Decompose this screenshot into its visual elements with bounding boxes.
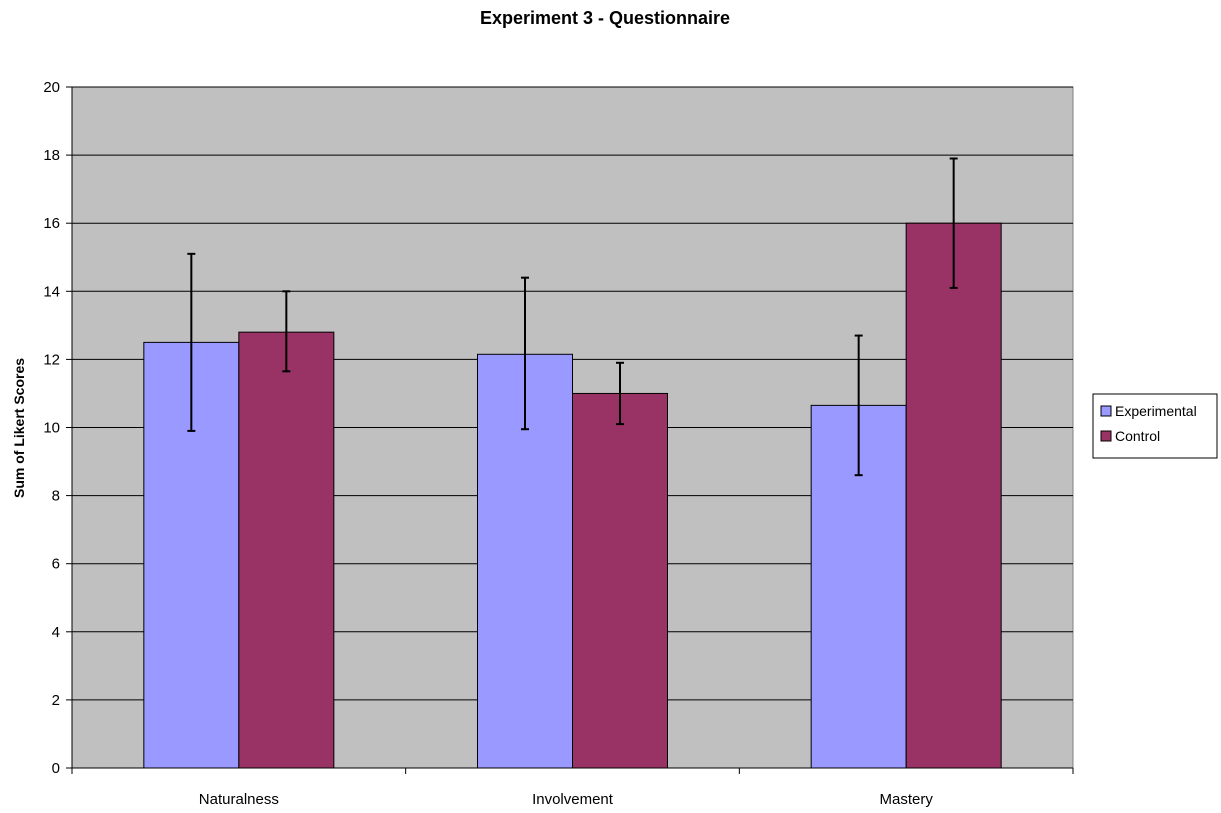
chart-title: Experiment 3 - Questionnaire: [480, 8, 730, 28]
bar-control-naturalness[interactable]: [238, 331, 335, 769]
y-tick-label: 14: [43, 283, 60, 300]
y-tick-label: 20: [43, 79, 60, 96]
legend-swatch-control: [1100, 430, 1112, 442]
y-tick-label: 10: [43, 420, 60, 437]
x-category-label: Mastery: [879, 791, 933, 808]
legend-label-experimental: Experimental: [1115, 403, 1197, 419]
legend-label-control: Control: [1115, 428, 1160, 444]
x-category-label: Naturalness: [199, 791, 279, 808]
y-tick-label: 4: [52, 624, 60, 641]
y-tick-label: 6: [52, 556, 60, 573]
legend-swatch-experimental: [1100, 405, 1112, 417]
legend: Experimental Control: [1092, 393, 1218, 459]
y-tick-label: 0: [52, 760, 60, 777]
x-category-label: Involvement: [532, 791, 614, 808]
y-tick-label: 8: [52, 488, 60, 505]
y-tick-label: 2: [52, 692, 60, 709]
bar-control-mastery[interactable]: [905, 222, 1002, 769]
y-tick-label: 18: [43, 147, 60, 164]
y-tick-label: 16: [43, 215, 60, 232]
legend-box: [1092, 393, 1218, 459]
plot-area: 0 2 4 6 8 10 12 14 16 18 20 Naturalness Involvement M…: [43, 79, 1074, 808]
y-axis-label: Sum of Likert Scores: [11, 358, 27, 498]
y-tick-label: 12: [43, 351, 60, 368]
bar-control-involvement[interactable]: [572, 392, 668, 769]
